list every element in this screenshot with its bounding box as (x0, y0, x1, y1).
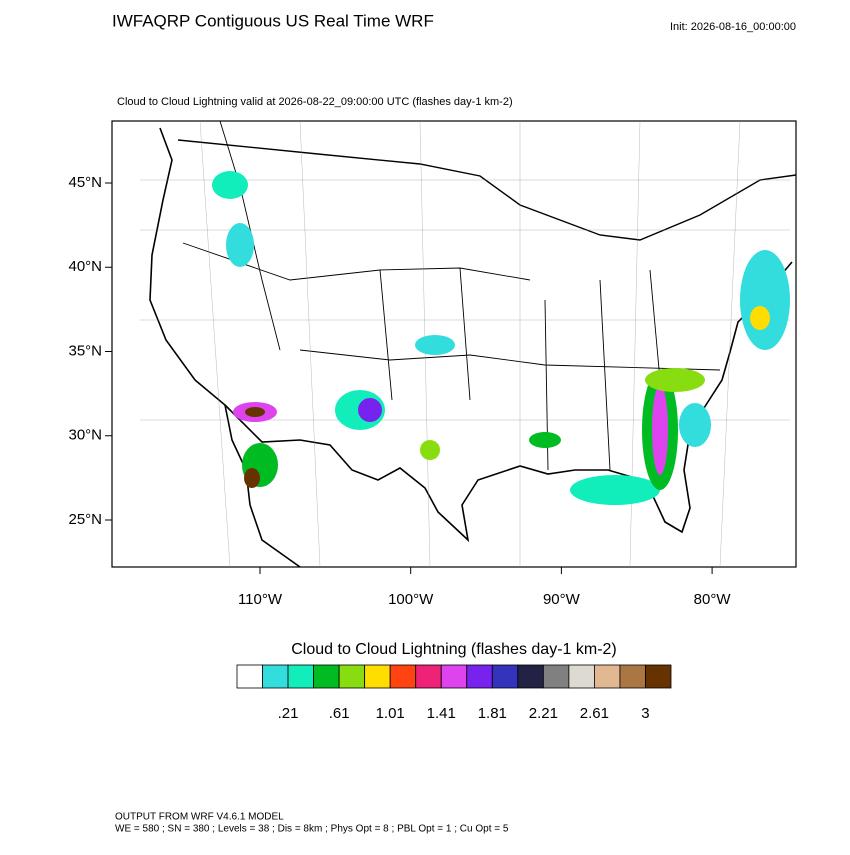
colorbar-box (619, 664, 646, 689)
colorbar-title: Cloud to Cloud Lightning (flashes day-1 … (291, 641, 617, 658)
subtitle: Cloud to Cloud Lightning valid at 2026-0… (117, 96, 513, 108)
canada-border (177, 139, 797, 241)
lightning-area (420, 440, 440, 460)
footer-line: OUTPUT FROM WRF V4.6.1 MODEL (115, 812, 284, 823)
colorbar-box (645, 664, 672, 689)
colorbar-box (415, 664, 442, 689)
colorbar-box (568, 664, 595, 689)
lightning-area (415, 335, 455, 355)
colorbar-label: .21 (278, 705, 299, 722)
colorbar: .21 .61 1.01 1.41 1.81 2.21 2.61 3 (236, 664, 672, 722)
map-frame (111, 120, 797, 568)
colorbar-box (236, 664, 263, 689)
lightning-area (212, 171, 248, 199)
lightning-area (570, 475, 660, 505)
init-time: Init: 2026-08-16_00:00:00 (670, 21, 796, 33)
lightning-area (750, 306, 770, 330)
lightning-area (645, 368, 705, 392)
lightning-area (679, 403, 711, 447)
colorbar-box (517, 664, 544, 689)
lightning-area (244, 468, 260, 488)
lightning-areas (212, 171, 790, 505)
footer-line: WE = 580 ; SN = 380 ; Levels = 38 ; Dis … (115, 824, 509, 835)
colorbar-box (262, 664, 289, 689)
colorbar-box (491, 664, 519, 689)
west-coast (149, 127, 301, 568)
lon-label: 110°W (238, 591, 283, 608)
colorbar-box (364, 664, 391, 689)
colorbar-box (466, 664, 493, 689)
colorbar-box (313, 664, 340, 689)
title: IWFAQRP Contiguous US Real Time WRF (112, 11, 434, 30)
lon-label: 100°W (388, 591, 434, 608)
lat-label: 40°N (68, 258, 102, 275)
lat-label: 35°N (68, 342, 102, 359)
colorbar-box (542, 664, 570, 689)
colorbar-label: 3 (641, 705, 649, 722)
colorbar-label: 1.41 (427, 705, 456, 722)
lightning-area (740, 250, 790, 350)
lightning-area (245, 407, 265, 417)
lightning-area (529, 432, 561, 448)
lightning-area (358, 398, 382, 422)
colorbar-box (338, 664, 366, 689)
colorbar-box (594, 664, 621, 689)
lat-label: 25°N (68, 511, 102, 528)
gulf-atlantic-coast (224, 261, 793, 543)
colorbar-box (440, 664, 468, 689)
lat-label: 45°N (68, 174, 102, 191)
colorbar-label: .61 (329, 705, 350, 722)
lon-label: 80°W (694, 591, 732, 608)
colorbar-label: 1.81 (478, 705, 507, 722)
colorbar-box (287, 664, 314, 689)
lightning-area (652, 385, 668, 475)
axes: 45°N 40°N 35°N 30°N 25°N 110°W 100°W 90°W 80°W (68, 174, 731, 608)
lon-label: 90°W (543, 591, 581, 608)
lat-label: 30°N (68, 427, 102, 444)
colorbar-box (389, 664, 417, 689)
colorbar-label: 1.01 (376, 705, 405, 722)
lightning-area (226, 223, 254, 267)
colorbar-label: 2.21 (529, 705, 558, 722)
colorbar-label: 2.61 (580, 705, 609, 722)
